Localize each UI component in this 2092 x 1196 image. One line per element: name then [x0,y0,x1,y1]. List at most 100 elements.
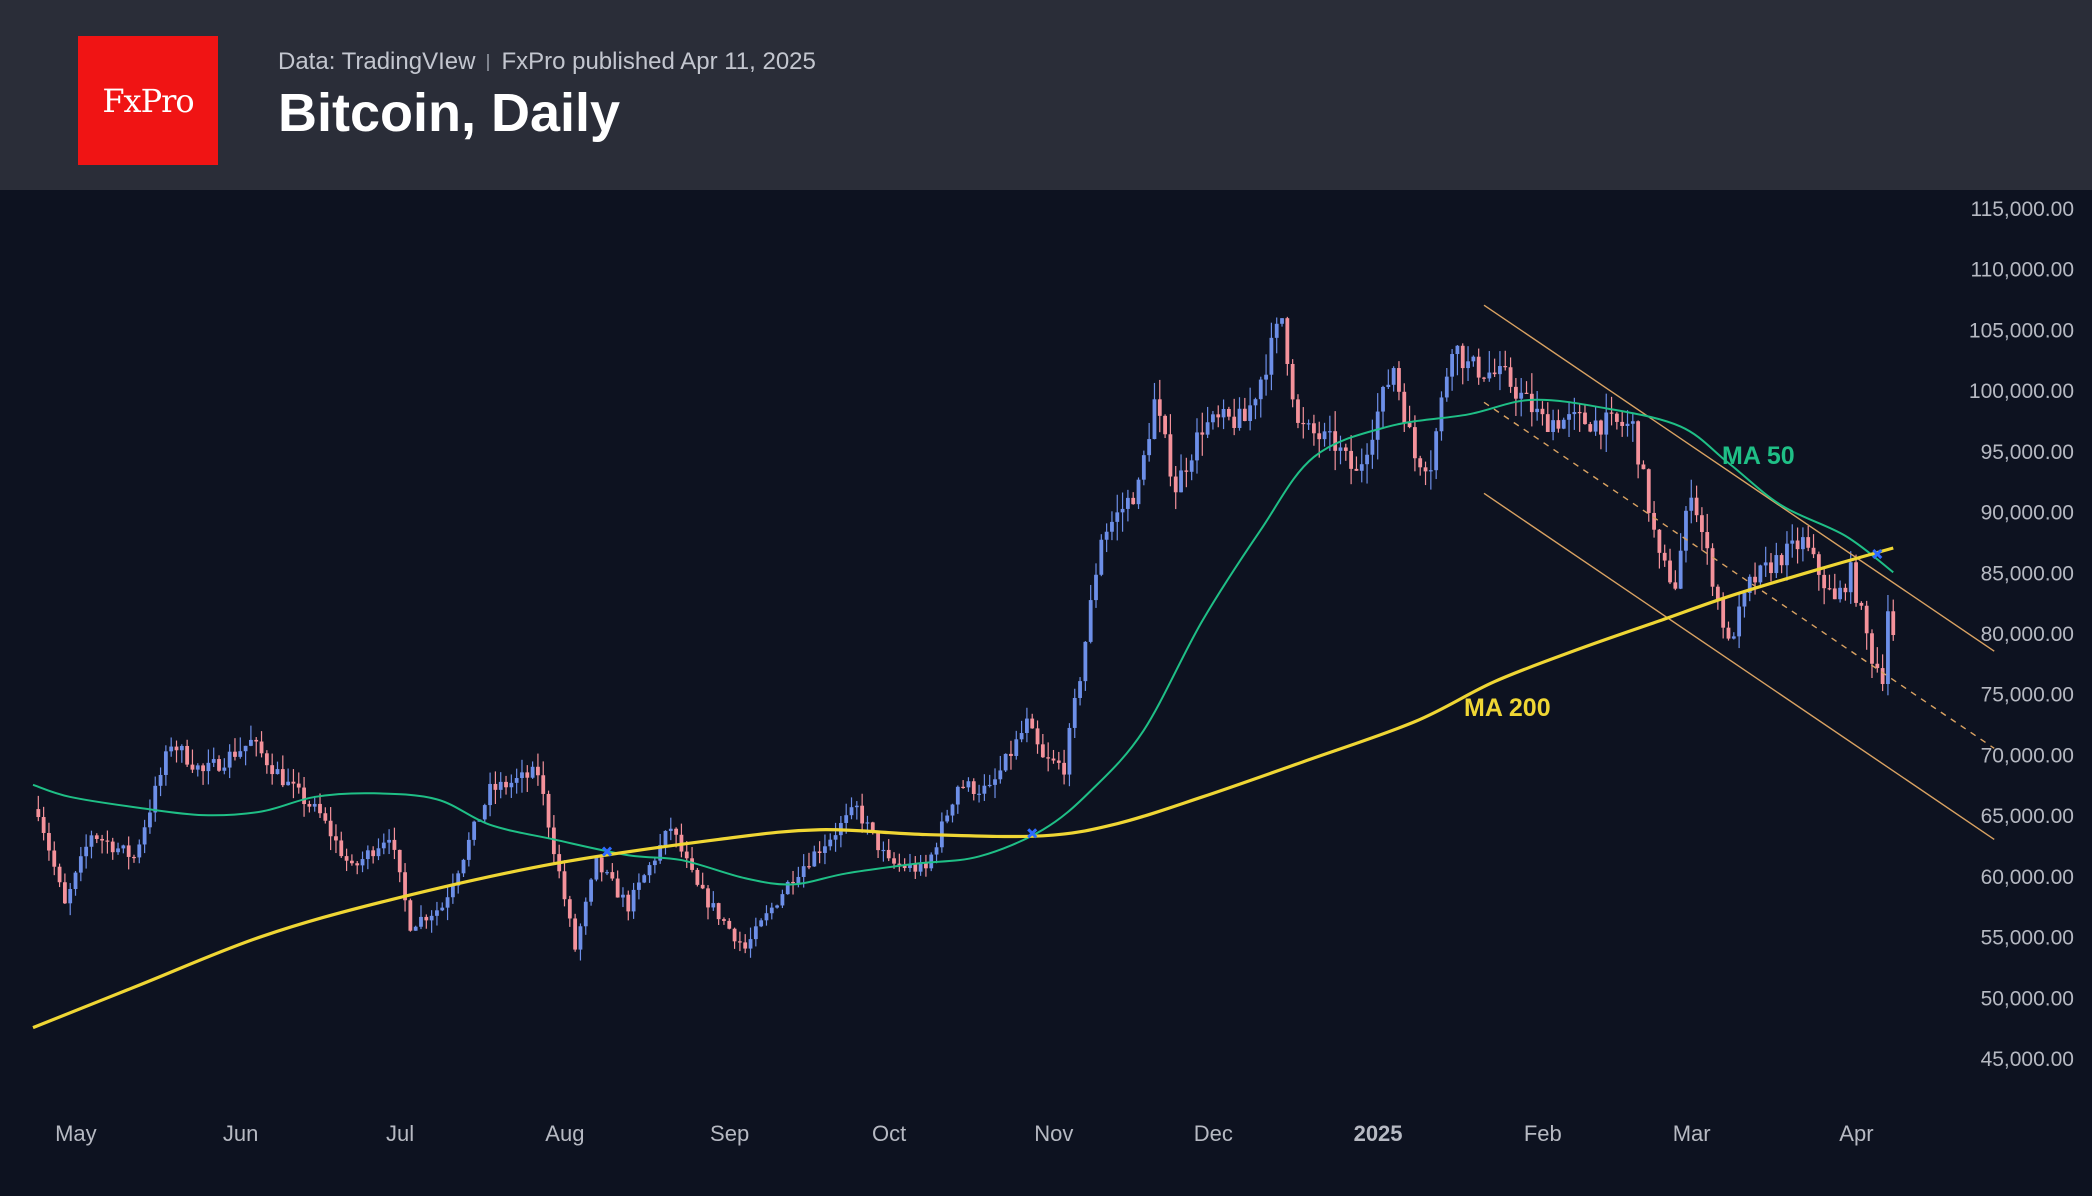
candle-body [73,872,78,890]
candle-body [546,793,551,828]
candle-body [987,784,992,787]
candle-body [1365,454,1369,465]
candle [823,834,827,865]
candle-body [286,781,291,786]
candle [1811,534,1816,559]
candle [296,772,301,794]
candle [472,820,477,846]
candle [626,890,631,921]
candle [1226,406,1231,421]
candle-body [1567,414,1571,420]
candle-body [1535,408,1540,413]
candle [860,793,865,833]
candle [1168,414,1173,487]
candle [1593,406,1598,436]
candle-body [918,862,923,872]
candle-body [1758,565,1763,583]
candle-body [1040,744,1045,758]
y-tick-label: 110,000.00 [1970,259,2074,282]
candle-body [47,832,51,851]
candle [1646,468,1651,522]
candle-body [1811,547,1816,555]
candle [179,744,184,763]
candle [1120,492,1125,532]
candle [344,848,349,872]
candle [1110,511,1114,541]
candle [1375,393,1380,460]
candle [913,856,918,879]
candle [1636,420,1641,479]
candle-body [748,939,753,949]
candle [1747,574,1752,602]
candle-body [1455,345,1460,355]
candle [982,774,987,801]
candle-body [849,807,854,816]
candle-body [413,926,418,931]
candle-body [1413,427,1417,459]
candle [1407,405,1412,429]
candle [1482,376,1486,382]
candle-body [190,764,195,770]
candle-body [1769,562,1773,574]
candle-body [1099,539,1104,575]
candle-body [796,876,801,884]
price-chart: 115,000.00 110,000.00 105,000.00 100,000.00… [32,198,2074,1146]
candle-body [833,835,838,840]
candle [1067,723,1072,787]
candle-body [1306,423,1311,425]
candle-body [1226,409,1231,417]
candle [466,832,471,867]
candle-body [1774,555,1779,574]
candle [1758,564,1763,585]
candle-body [626,894,631,912]
candle [939,812,944,853]
candle [1157,379,1162,433]
candle [1285,316,1290,376]
candle [1806,525,1811,552]
cross-marker-stroke [601,846,613,857]
candle [381,833,386,855]
candle-body [1274,323,1279,338]
candle-body [567,899,572,919]
candle-body [355,863,360,866]
candle [201,763,205,785]
candle [955,785,960,814]
candle-body [280,769,285,786]
candle-body [1816,554,1821,575]
candle [637,873,641,900]
cross-marker [1027,828,1038,839]
candle-body [1737,606,1742,637]
candle-body [865,822,870,824]
candle [1838,580,1842,603]
candle [1641,460,1646,470]
candle-body [440,907,445,911]
x-tick-label: Feb [1524,1121,1562,1146]
candle-body [1524,392,1529,394]
candle [573,913,578,952]
candle-body [1242,408,1247,422]
candle-body [488,783,492,806]
candle [1370,419,1375,469]
candle-body [1285,318,1290,364]
candle [121,844,126,854]
candle-body [1168,434,1173,477]
candle [1136,477,1141,509]
candle-body [100,838,104,841]
candle-body [870,822,875,832]
candle-body [334,836,338,841]
candle-body [971,781,976,795]
candle [1832,573,1837,600]
candle-body [1110,521,1114,532]
candle [307,800,312,813]
published-info: FxPro published Apr 11, 2025 [501,48,816,75]
y-tick-label: 95,000.00 [1981,441,2074,464]
candle-body [408,900,413,931]
candle [1583,404,1587,425]
candle-body [541,775,546,794]
candle-body [153,785,158,813]
candle [1381,385,1385,428]
candle [1290,359,1295,408]
candle [137,839,142,864]
candle-body [668,828,673,831]
candle-body [1721,599,1726,628]
